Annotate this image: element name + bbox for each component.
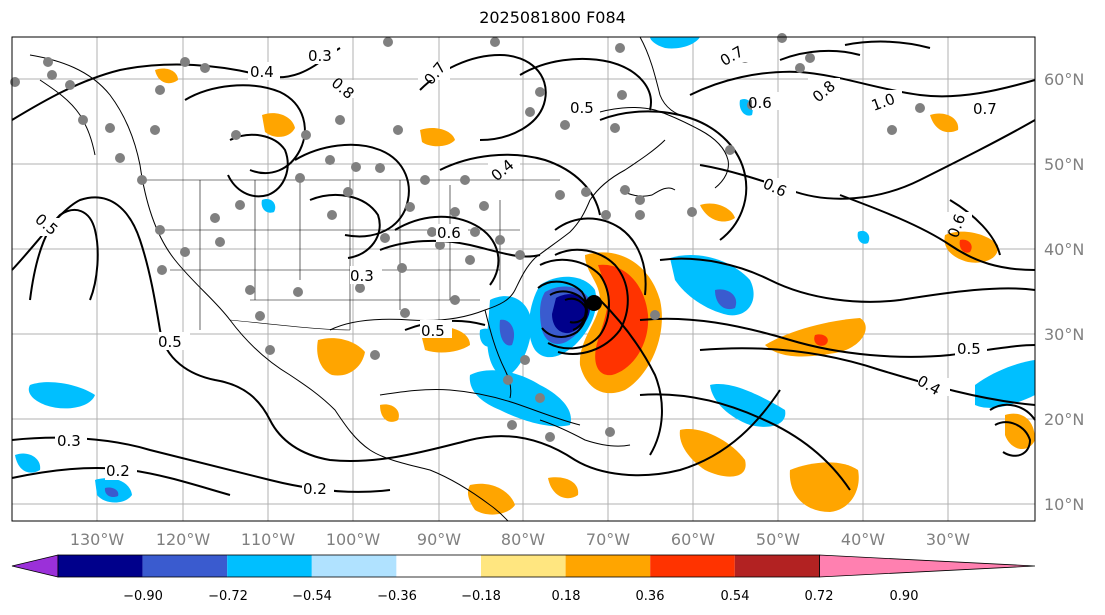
lon-tick-110w: 110°W [241,530,296,549]
lat-tick-60n: 60°N [1044,70,1084,89]
lon-tick-90w: 90°W [417,530,461,549]
east-red [959,239,972,253]
lon-tick-30w: 30°W [926,530,970,549]
atlantic-orange-3 [789,462,859,512]
caribbean-orange-2 [548,477,579,499]
pacific-blue-3 [15,453,41,473]
cbar-label-2: −0.54 [292,589,332,604]
contour-label-0-3-b: 0.3 [57,432,81,450]
lat-tick-30n: 30°N [1044,325,1084,344]
canada-orange [420,128,455,147]
contour-label-0-3-a: 0.3 [308,47,332,65]
cbar-label-7: 0.54 [721,589,750,604]
map-area: 0.3 0.4 0.5 1.0 0.7 0.6 0.8 0.6 0.6 0.5 … [10,33,1036,522]
atlantic-blue-2 [710,384,786,427]
gulf-orange [317,338,365,376]
east-orange-2 [930,113,959,133]
lon-tick-100w: 100°W [326,530,381,549]
lon-tick-130w: 130°W [70,530,125,549]
contour-label-0-6-d: 0.6 [437,224,461,242]
cbar-label-8: 0.72 [805,589,834,604]
lon-tick-40w: 40°W [841,530,885,549]
pacific-blue-2-mid [104,487,119,498]
contour-label-0-5-a: 0.5 [570,99,594,117]
contour-label-0-7-a: 0.7 [973,100,997,118]
colorbar-labels: −0.90 −0.72 −0.54 −0.36 −0.18 0.18 0.36 … [123,589,918,604]
colorbar-cell [58,555,143,577]
lon-tick-labels: 130°W 120°W 110°W 100°W 90°W 80°W 70°W 6… [70,530,970,549]
cbar-label-4: −0.18 [461,589,501,604]
lat-tick-20n: 20°N [1044,410,1084,429]
contour-label-0-4-a: 0.4 [250,63,274,81]
station-markers [10,33,925,442]
florida-orange [380,404,399,422]
lat-tick-40n: 40°N [1044,240,1084,259]
lon-tick-80w: 80°W [501,530,545,549]
east-blue-far [975,360,1035,408]
lon-tick-60w: 60°W [671,530,715,549]
map-title: 2025081800 F084 [479,8,626,27]
cbar-label-1: −0.72 [208,589,248,604]
nw-orange-3 [700,203,735,222]
cbar-label-0: −0.90 [123,589,163,604]
map-frame [11,36,1036,522]
atlantic-red-1 [814,334,828,346]
gulf-blue-mid [499,319,515,346]
caribbean-blue [469,370,571,427]
cbar-label-9: 0.90 [890,589,919,604]
cbar-label-3: −0.36 [377,589,417,604]
contours [11,40,1036,496]
contour-label-0-5-b: 0.5 [957,340,981,358]
cbar-label-6: 0.36 [636,589,665,604]
atlantic-blue-mid [715,289,737,310]
contour-label-0-2-b: 0.2 [303,480,327,498]
lon-tick-70w: 70°W [586,530,630,549]
cbar-label-5: 0.18 [552,589,581,604]
lat-tick-10n: 10°N [1044,495,1084,514]
colorbar-cell [734,555,820,577]
colorbar-cell [311,555,397,577]
north-blue [650,37,700,49]
contour-label-0-2-a: 0.2 [106,462,130,480]
plains-orange [262,113,295,137]
colorbar-cell [142,555,228,577]
contour-label-0-5-c: 0.5 [158,333,182,351]
pacific-blue-1 [28,382,95,409]
lat-tick-50n: 50°N [1044,155,1084,174]
texas-blue [479,328,496,347]
north-orange [155,68,178,84]
contour-label-0-5-e: 0.5 [421,322,445,340]
atlantic-orange-2 [679,429,746,477]
colorbar-cell [650,555,735,577]
colorbar-cell [481,555,566,577]
coastlines [29,36,729,522]
colorbar: −0.90 −0.72 −0.54 −0.36 −0.18 0.18 0.36 … [11,554,1036,604]
colorbar-extend-low [11,554,59,578]
contour-label-0-3-c: 0.3 [350,267,374,285]
storm-center-marker [586,295,602,311]
lat-tick-labels: 60°N 50°N 40°N 30°N 20°N 10°N [1044,70,1084,514]
east-blue-small [857,230,870,244]
colorbar-extend-high [819,554,1036,578]
plains-blue [261,199,276,213]
colorbar-cell [565,555,651,577]
lon-tick-50w: 50°W [756,530,800,549]
colorbar-frame [57,554,820,578]
contour-labels: 0.3 0.4 0.5 1.0 0.7 0.6 0.8 0.6 0.6 0.5 … [31,42,1004,498]
colorbar-cell [396,555,481,577]
caribbean-orange [467,483,515,515]
colorbar-cell [227,555,312,577]
contour-label-0-6-a: 0.6 [748,94,772,112]
lon-tick-120w: 120°W [156,530,211,549]
colorbar-cells [11,554,1036,578]
